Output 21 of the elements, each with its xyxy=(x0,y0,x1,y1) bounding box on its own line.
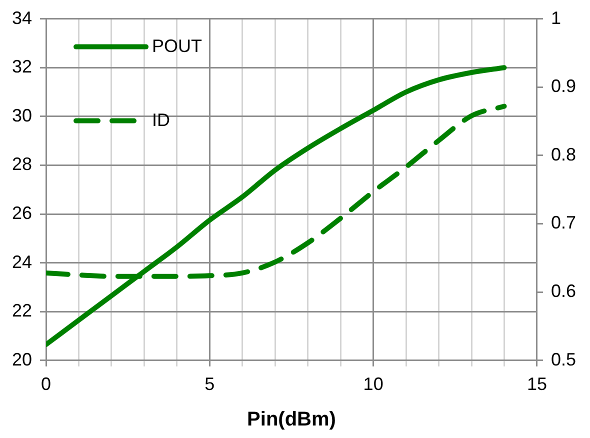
y-tick-label: 20 xyxy=(12,349,32,370)
x-tick-label: 0 xyxy=(41,374,52,394)
legend-label: POUT xyxy=(152,36,202,56)
y2-tick-label: 0.9 xyxy=(550,76,576,96)
x-tick-label: 15 xyxy=(526,374,547,394)
y2-tick-label: 0.6 xyxy=(550,281,576,302)
y-tick-label: 24 xyxy=(12,252,32,272)
legend-label: ID xyxy=(152,110,170,130)
y2-tick-label: 0.8 xyxy=(550,144,576,164)
x-axis-title: Pin(dBm) xyxy=(247,408,336,431)
y2-tick-label: 1 xyxy=(550,8,561,28)
x-tick-label: 5 xyxy=(204,374,215,394)
y-tick-label: 22 xyxy=(12,300,32,321)
y-tick-label: 34 xyxy=(12,8,32,28)
y-tick-label: 30 xyxy=(12,105,32,126)
y2-tick-label: 0.5 xyxy=(550,349,576,370)
y-tick-label: 26 xyxy=(12,202,32,223)
y-tick-label: 32 xyxy=(12,56,32,77)
y2-tick-label: 0.7 xyxy=(550,212,576,233)
x-tick-label: 10 xyxy=(363,374,384,394)
y-tick-label: 28 xyxy=(12,154,32,174)
